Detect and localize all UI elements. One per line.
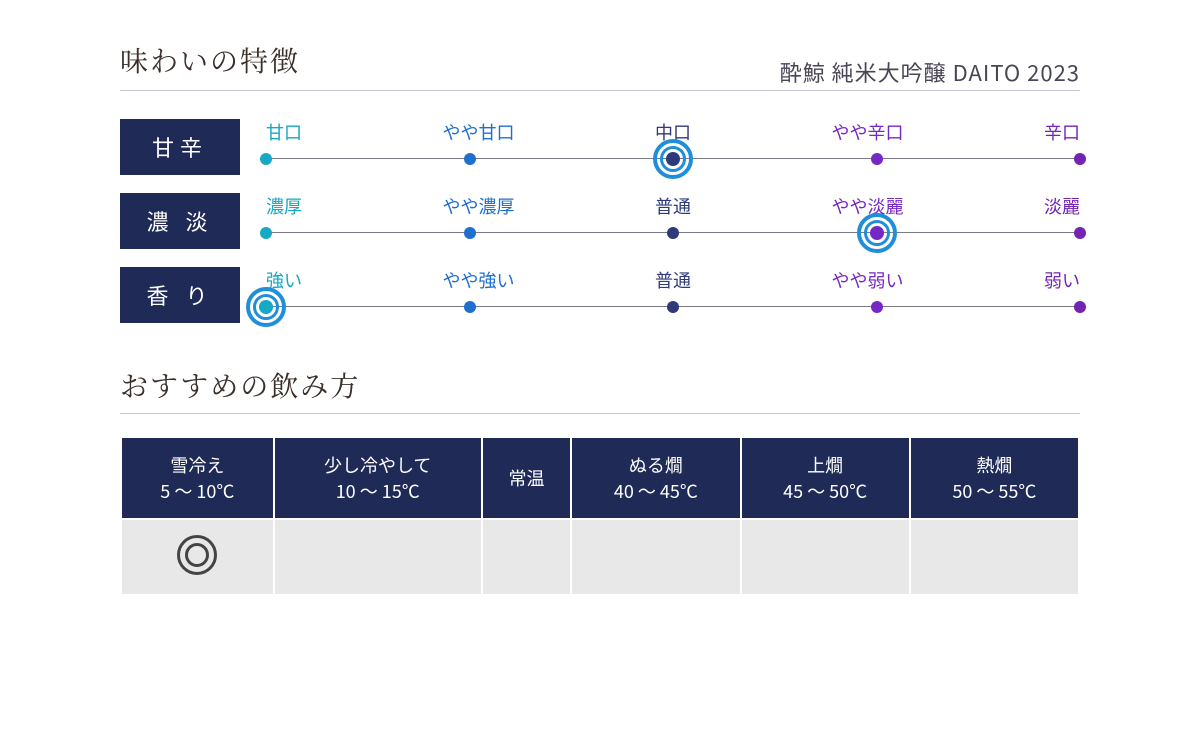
scale-selected-marker [653, 139, 693, 179]
scale-stop-label: 淡麗 [1044, 193, 1080, 219]
scale-dot [871, 301, 883, 313]
scale-dot [1074, 301, 1086, 313]
serving-column-header: ぬる燗40 〜 45℃ [571, 437, 740, 519]
scale-track: 強いやや強い普通やや弱い弱い [266, 267, 1080, 323]
scale-selected-marker [246, 287, 286, 327]
taste-scales: 甘辛甘口やや甘口中口やや辛口辛口濃 淡濃厚やや濃厚普通やや淡麗淡麗香 り強いやや… [120, 119, 1080, 323]
scale-stop-label: やや辛口 [832, 119, 904, 145]
scale-axis-label: 香 り [120, 267, 240, 323]
serving-cell [121, 519, 274, 595]
serving-column-header: 上燗45 〜 50℃ [741, 437, 910, 519]
scale-row: 濃 淡濃厚やや濃厚普通やや淡麗淡麗 [120, 193, 1080, 249]
scale-stop-label: 甘口 [266, 119, 302, 145]
scale-dot [260, 153, 272, 165]
serving-title-row: おすすめの飲み方 [120, 365, 1080, 414]
scale-axis-label: 甘辛 [120, 119, 240, 175]
serving-column-header: 熱燗50 〜 55℃ [910, 437, 1079, 519]
scale-dot [871, 153, 883, 165]
scale-stop-labels: 強いやや強い普通やや弱い弱い [266, 267, 1080, 293]
scale-dot [1074, 153, 1086, 165]
serving-cell [274, 519, 482, 595]
serving-cell [910, 519, 1079, 595]
scale-dot [260, 227, 272, 239]
scale-dot [667, 227, 679, 239]
scale-stop-label: 弱い [1044, 267, 1080, 293]
serving-cell [741, 519, 910, 595]
recommended-mark-icon [177, 535, 217, 575]
scale-stop-label: 濃厚 [266, 193, 302, 219]
scale-row: 甘辛甘口やや甘口中口やや辛口辛口 [120, 119, 1080, 175]
serving-column-header: 雪冷え5 〜 10℃ [121, 437, 274, 519]
scale-stop-label: やや濃厚 [443, 193, 515, 219]
scale-stop-label: やや甘口 [443, 119, 515, 145]
scale-dot [464, 301, 476, 313]
scale-stop-label: やや弱い [832, 267, 904, 293]
serving-section-title: おすすめの飲み方 [120, 365, 1080, 405]
serving-cell [482, 519, 572, 595]
scale-dot [667, 301, 679, 313]
scale-stop-labels: 濃厚やや濃厚普通やや淡麗淡麗 [266, 193, 1080, 219]
serving-column-header: 少し冷やして10 〜 15℃ [274, 437, 482, 519]
scale-dot [464, 153, 476, 165]
serving-cell [571, 519, 740, 595]
product-name: 酔鯨 純米大吟醸 DAITO 2023 [780, 56, 1080, 88]
scale-stop-label: 普通 [655, 267, 691, 293]
scale-row: 香 り強いやや強い普通やや弱い弱い [120, 267, 1080, 323]
scale-stop-label: 辛口 [1044, 119, 1080, 145]
taste-title-row: 味わいの特徴 酔鯨 純米大吟醸 DAITO 2023 [120, 40, 1080, 91]
serving-column-header: 常温 [482, 437, 572, 519]
scale-stop-label: やや強い [443, 267, 515, 293]
scale-selected-marker [857, 213, 897, 253]
serving-table: 雪冷え5 〜 10℃少し冷やして10 〜 15℃常温ぬる燗40 〜 45℃上燗4… [120, 436, 1080, 596]
scale-track: 甘口やや甘口中口やや辛口辛口 [266, 119, 1080, 175]
scale-dot [1074, 227, 1086, 239]
scale-stop-label: 普通 [655, 193, 691, 219]
scale-dot [464, 227, 476, 239]
scale-track: 濃厚やや濃厚普通やや淡麗淡麗 [266, 193, 1080, 249]
scale-axis-label: 濃 淡 [120, 193, 240, 249]
